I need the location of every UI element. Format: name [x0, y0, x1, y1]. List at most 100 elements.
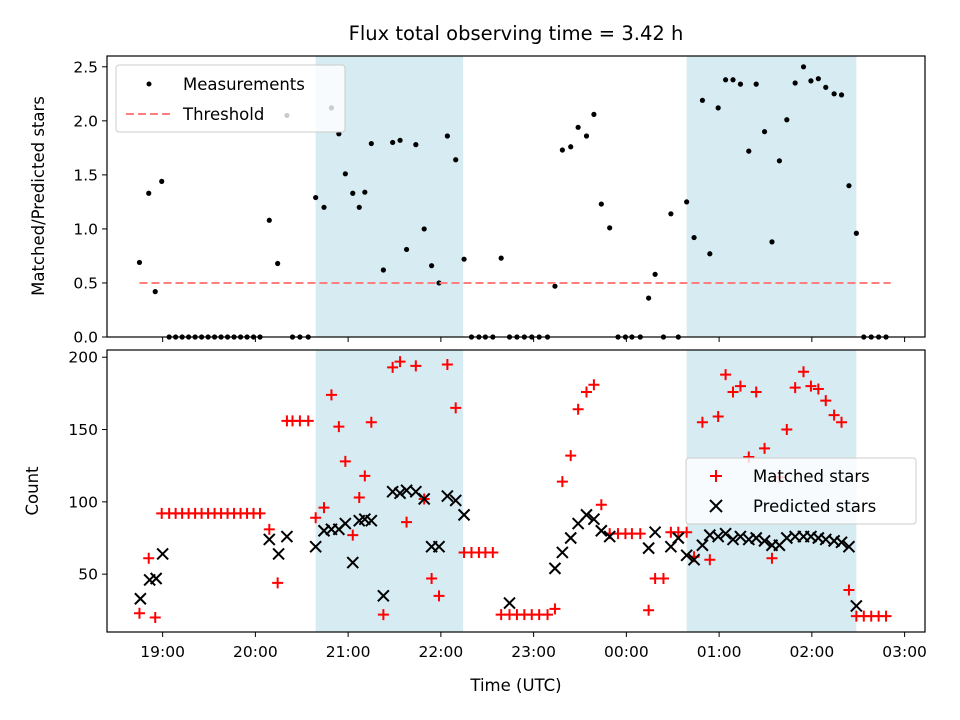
top-y-tick-label: 1.0 — [73, 220, 98, 238]
measurements-point — [591, 111, 597, 117]
top-axes-frame — [106, 55, 926, 338]
predicted-stars-point — [441, 489, 454, 503]
measurements-point — [362, 189, 368, 195]
predicted-stars-point — [850, 599, 863, 613]
matched-stars-point — [347, 529, 359, 541]
legend-measurements-label: Measurements — [183, 75, 305, 94]
matched-stars-point — [359, 470, 371, 482]
measurements-point — [356, 204, 362, 210]
bottom-y-tick-label: 50 — [78, 566, 98, 584]
bottom-y-axis-label: Count — [23, 466, 42, 516]
matched-stars-point — [333, 421, 345, 433]
measurements-point — [691, 234, 697, 241]
top-panel: 0.0 0.5 1.0 1.5 2.0 2.5 Matched/Predicted sta… — [29, 55, 926, 347]
matched-stars-point — [704, 554, 716, 566]
measurements-point — [313, 194, 319, 201]
matched-stars-point — [843, 584, 855, 596]
matched-stars-point — [634, 528, 646, 540]
predicted-stars-point — [339, 517, 352, 530]
measurements-point — [336, 131, 342, 137]
predicted-stars-point — [377, 589, 390, 603]
matched-stars-point — [643, 604, 655, 616]
matched-stars-point — [263, 523, 275, 535]
x-tick-label: 03:00 — [882, 643, 927, 661]
bottom-plot-area — [133, 356, 892, 624]
measurements-point — [266, 217, 272, 223]
measurements-point — [436, 280, 442, 286]
matched-stars-point — [565, 450, 577, 462]
measurements-point — [152, 289, 158, 295]
predicted-stars-point — [835, 536, 848, 549]
top-axis-ticks: 0.0 0.5 1.0 1.5 2.0 2.5 — [73, 58, 906, 347]
matched-stars-point — [310, 512, 322, 524]
measurements-point — [784, 117, 790, 123]
legend-matched-label: Matched stars — [753, 467, 870, 486]
measurements-point — [568, 144, 574, 150]
top-legend-box — [115, 64, 346, 133]
matched-stars-point — [450, 402, 462, 414]
measurements-point — [668, 211, 674, 217]
matched-stars-point — [410, 360, 422, 372]
predicted-stars-point — [309, 540, 322, 553]
measurements-point — [368, 140, 374, 147]
matched-stars-point — [433, 590, 445, 602]
predicted-stars-point — [156, 547, 169, 561]
measurements-point — [800, 64, 807, 70]
measurements-point — [559, 147, 565, 153]
predicted-stars-point — [263, 533, 276, 546]
bottom-y-tick-label: 150 — [68, 421, 98, 439]
predicted-stars-point — [595, 524, 608, 537]
measurements-point — [808, 78, 814, 84]
matched-stars-point — [272, 577, 284, 589]
bottom-axes-frame — [106, 349, 926, 633]
measurements-point — [350, 190, 356, 196]
matched-stars-point — [727, 386, 739, 398]
measurements-point — [498, 255, 504, 261]
matched-stars-point — [836, 416, 848, 428]
legend-predicted-marker — [709, 499, 723, 513]
x-tick-label: 00:00 — [604, 643, 649, 661]
measurements-point — [746, 148, 752, 154]
measurements-point — [453, 157, 459, 163]
predicted-stars-point — [346, 556, 359, 569]
predicted-stars-point — [564, 531, 577, 545]
measurements-point — [753, 81, 759, 87]
measurements-point — [776, 158, 782, 164]
predicted-stars-point — [548, 562, 562, 575]
matched-stars-point — [696, 416, 708, 428]
measurements-point — [723, 77, 729, 83]
measurements-point — [444, 133, 450, 139]
matched-stars-point — [426, 572, 438, 584]
matched-stars-point — [595, 499, 607, 511]
measurements-point — [159, 178, 165, 184]
predicted-stars-point — [556, 546, 569, 559]
measurements-point — [730, 77, 736, 83]
matched-stars-point — [759, 442, 771, 454]
predicted-stars-point — [680, 549, 693, 562]
measurements-point — [707, 251, 713, 257]
predicted-stars-point — [587, 512, 601, 526]
top-legend: Measurements Threshold — [115, 64, 346, 133]
predicted-stars-point — [457, 508, 471, 522]
measurements-point — [815, 76, 821, 82]
measurements-point — [421, 226, 427, 232]
predicted-stars-point — [842, 540, 856, 553]
measurements-point — [652, 271, 658, 277]
matched-stars-point — [377, 609, 389, 621]
matched-stars-point — [781, 424, 793, 436]
measurements-point — [737, 81, 744, 87]
matched-stars-point — [441, 358, 453, 370]
top-y-tick-label: 0.5 — [73, 274, 98, 292]
matched-stars-point — [254, 507, 266, 519]
measurements-point — [583, 133, 590, 139]
matched-stars-point — [133, 607, 145, 619]
matched-stars-point — [712, 411, 724, 423]
bottom-panel: 19:00 20:00 21:00 22:00 23:00 00:00 01:00 02:00… — [23, 349, 927, 661]
measurements-point — [846, 183, 852, 189]
measurements-point — [390, 139, 396, 146]
matched-stars-point — [325, 389, 337, 401]
matched-stars-point — [588, 379, 600, 391]
matched-stars-point — [798, 366, 810, 378]
legend-predicted-label: Predicted stars — [753, 497, 876, 516]
